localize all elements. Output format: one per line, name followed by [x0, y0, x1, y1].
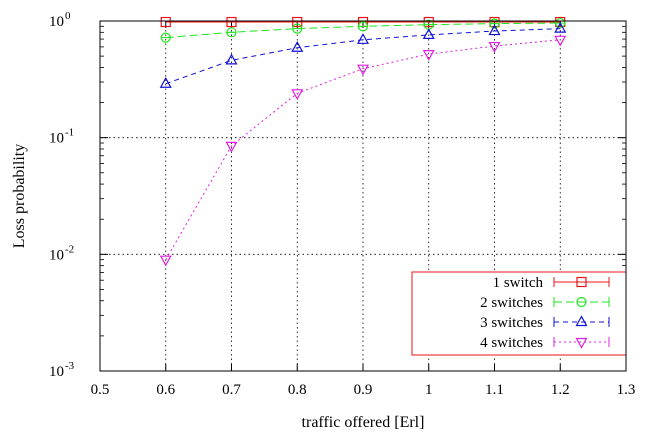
series-2 — [160, 17, 566, 43]
triangle-up-marker — [554, 21, 567, 33]
x-tick-label: 0.7 — [222, 382, 241, 398]
circle-marker — [489, 18, 500, 29]
y-tick-label: 10 — [49, 247, 64, 263]
circle-marker — [160, 32, 171, 43]
x-tick-label: 1 — [425, 382, 433, 398]
legend-entry-label: 3 switches — [480, 315, 543, 331]
triangle-down-marker — [554, 35, 567, 47]
x-tick-label: 0.8 — [288, 382, 307, 398]
circle-marker — [576, 296, 587, 308]
triangle-down-marker — [225, 141, 238, 153]
y-tick-label: 10 — [49, 364, 64, 380]
y-tick-label-exponent: -1 — [65, 127, 74, 139]
triangle-up-marker — [422, 28, 435, 40]
series-3 — [159, 21, 567, 88]
triangle-down-marker — [422, 50, 435, 61]
triangle-up-marker — [159, 76, 172, 88]
triangle-up-marker — [291, 40, 304, 52]
square-marker — [292, 16, 303, 28]
y-tick-label: 10 — [49, 14, 64, 30]
x-tick-label: 1.3 — [617, 382, 636, 398]
legend: 1 switch 2 switches 3 switches 4 switches — [411, 271, 627, 356]
legend-entry-label: 4 switches — [480, 335, 543, 351]
square-marker — [576, 276, 587, 288]
triangle-up-marker — [356, 33, 370, 44]
x-tick-label: 0.5 — [91, 382, 110, 398]
circle-marker — [357, 21, 369, 32]
series-line — [165, 28, 561, 85]
x-tick-label: 1.2 — [551, 382, 570, 398]
circle-marker — [226, 27, 237, 38]
y-tick-label: 10 — [49, 131, 64, 147]
y-tick-label-exponent: 0 — [65, 10, 71, 22]
square-marker — [160, 16, 171, 28]
triangle-down-marker — [356, 64, 370, 76]
plot-frame — [99, 20, 627, 372]
series-line — [165, 39, 561, 260]
triangle-down-marker — [159, 255, 172, 267]
legend-entry-label: 2 switches — [480, 295, 543, 311]
triangle-down-marker — [575, 337, 588, 349]
triangle-down-marker — [291, 89, 304, 101]
series-4 — [159, 35, 567, 267]
circle-marker — [292, 23, 303, 34]
square-marker — [423, 16, 434, 28]
triangle-up-marker — [488, 24, 501, 36]
triangle-up-marker — [575, 315, 588, 327]
square-marker — [226, 16, 237, 28]
x-tick-label: 1.1 — [485, 382, 504, 398]
legend-entry-label: 1 switch — [493, 275, 544, 291]
x-axis-title: traffic offered [Erl] — [302, 414, 425, 431]
y-tick-label-exponent: -3 — [65, 360, 75, 372]
y-tick-label-exponent: -2 — [65, 243, 74, 255]
x-tick-label: 0.9 — [354, 382, 373, 398]
y-axis-title: Loss probability — [11, 144, 28, 248]
x-tick-label: 0.6 — [156, 382, 175, 398]
triangle-up-marker — [225, 53, 238, 65]
triangle-down-marker — [488, 41, 501, 53]
data-series — [159, 16, 567, 267]
